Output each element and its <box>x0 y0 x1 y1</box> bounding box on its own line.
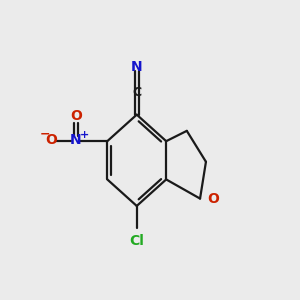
Text: Cl: Cl <box>129 234 144 248</box>
Text: N: N <box>70 133 82 147</box>
Text: +: + <box>80 130 89 140</box>
Text: O: O <box>70 109 82 123</box>
Text: C: C <box>132 86 141 99</box>
Text: N: N <box>131 60 142 74</box>
Text: −: − <box>40 127 50 140</box>
Text: O: O <box>207 193 219 206</box>
Text: O: O <box>45 133 57 147</box>
